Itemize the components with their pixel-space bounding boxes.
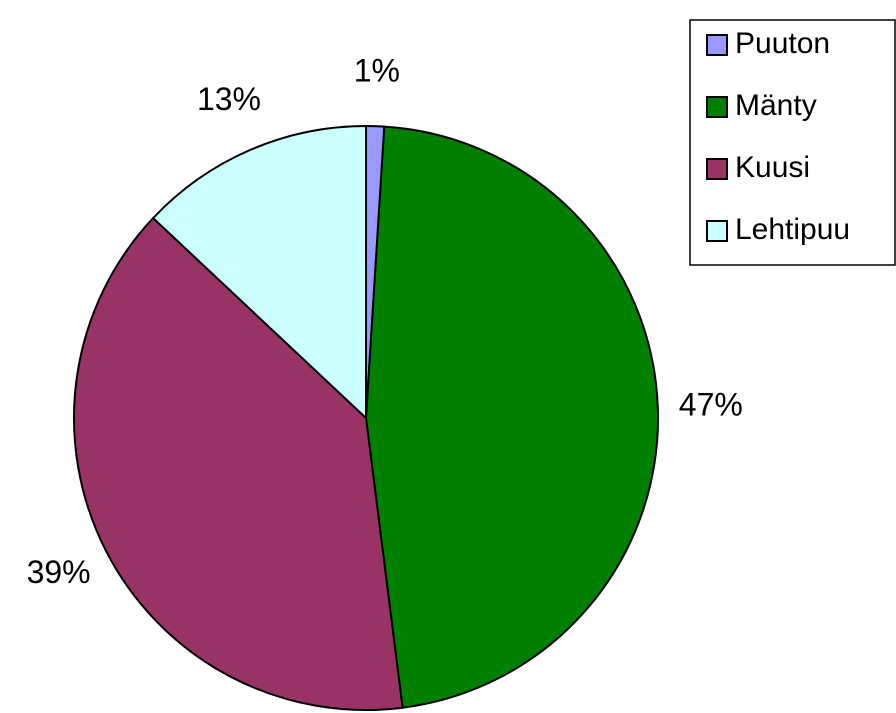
legend-label: Mänty (735, 89, 817, 122)
legend-label: Lehtipuu (735, 213, 850, 246)
pie-slice (73, 216, 404, 711)
legend-swatch (706, 96, 728, 118)
pie-slice (364, 125, 659, 709)
data-label: 13% (197, 81, 261, 117)
data-label: 39% (27, 554, 91, 590)
legend-label: Kuusi (735, 151, 810, 184)
pie-slice (151, 124, 367, 421)
data-label: 47% (679, 387, 743, 423)
data-label: 1% (354, 53, 400, 89)
legend-swatch (706, 220, 728, 242)
legend-swatch (706, 158, 728, 180)
legend-label: Puuton (735, 27, 830, 60)
legend-swatch (706, 34, 728, 56)
